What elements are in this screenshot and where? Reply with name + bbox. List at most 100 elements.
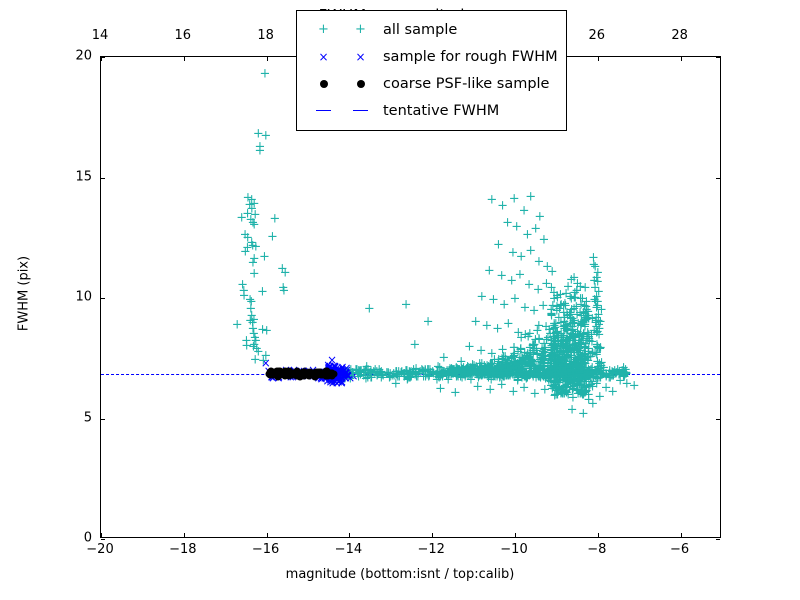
data-point-plus: + [524, 352, 536, 368]
data-point-plus: + [517, 367, 529, 383]
data-point-plus: + [578, 305, 589, 321]
data-point-plus: + [514, 354, 526, 370]
data-point-plus: + [579, 298, 590, 314]
data-point-plus: + [527, 338, 539, 354]
data-point-plus: + [572, 383, 584, 399]
data-point-plus: + [382, 365, 394, 381]
data-point-plus: + [456, 363, 468, 379]
data-point-plus: + [549, 333, 561, 349]
data-point-plus: + [339, 367, 351, 383]
legend-marker-dot-icon [305, 79, 379, 88]
y-tick-label: 5 [83, 410, 92, 425]
data-point-plus: + [518, 366, 530, 382]
data-point-plus: + [487, 369, 499, 385]
data-point-plus: + [476, 364, 488, 380]
data-point-plus: + [479, 360, 491, 376]
data-point-plus: + [555, 336, 567, 352]
data-point-plus: + [572, 343, 584, 359]
data-point-plus: + [496, 365, 508, 381]
data-point-plus: + [593, 317, 605, 333]
data-point-plus: + [557, 360, 569, 376]
data-point-plus: + [547, 346, 558, 362]
data-point-plus: + [537, 365, 549, 381]
data-point-plus: + [246, 192, 258, 208]
data-point-plus: + [614, 366, 626, 382]
data-point-plus: + [480, 363, 492, 379]
data-point-plus: + [592, 359, 604, 375]
data-point-plus: + [471, 365, 483, 381]
data-point-plus: + [575, 317, 587, 333]
data-point-plus: + [536, 355, 548, 371]
data-point-plus: + [340, 364, 352, 380]
data-point-plus: + [485, 367, 497, 383]
data-point-plus: + [565, 368, 577, 384]
data-point-plus: + [525, 352, 537, 368]
data-point-plus: + [456, 362, 467, 378]
data-point-plus: + [452, 368, 464, 384]
y-tick-left [101, 418, 105, 420]
data-point-plus: + [485, 362, 497, 378]
data-point-plus: + [589, 280, 601, 296]
data-point-plus: + [477, 363, 489, 379]
data-point-plus: + [358, 368, 370, 384]
data-point-plus: + [574, 335, 586, 351]
data-point-plus: + [558, 353, 570, 369]
data-point-plus: + [560, 371, 572, 387]
data-point-plus: + [586, 360, 598, 376]
data-point-plus: + [445, 362, 457, 378]
data-point-plus: + [242, 190, 254, 206]
data-point-plus: + [436, 366, 448, 382]
legend-label: sample for rough FWHM [383, 48, 558, 65]
data-point-plus: + [450, 364, 461, 380]
data-point-plus: + [568, 356, 580, 372]
data-point-plus: + [506, 350, 518, 366]
data-point-plus: + [538, 367, 550, 383]
data-point-cross: × [331, 371, 342, 386]
data-point-plus: + [465, 362, 477, 378]
data-point-plus: + [581, 302, 592, 318]
data-point-plus: + [550, 325, 562, 341]
data-point-plus: + [570, 354, 582, 370]
data-point-plus: + [572, 356, 584, 372]
data-point-plus: + [550, 316, 562, 332]
data-point-plus: + [558, 358, 569, 374]
data-point-plus: + [547, 337, 559, 353]
data-point-plus: + [499, 366, 511, 382]
data-point-plus: + [527, 343, 539, 359]
data-point-plus: + [405, 369, 417, 385]
data-point-plus: + [490, 366, 502, 382]
data-point-plus: + [601, 367, 612, 383]
data-point-plus: + [455, 354, 467, 370]
data-point-plus: + [589, 345, 601, 361]
data-point-plus: + [493, 365, 505, 381]
data-point-plus: + [491, 367, 503, 383]
data-point-cross: × [339, 368, 351, 383]
data-point-plus: + [410, 366, 421, 382]
data-point-plus: + [546, 306, 557, 322]
data-point-plus: + [557, 367, 569, 383]
data-point-plus: + [583, 378, 595, 394]
data-point-plus: + [442, 367, 454, 383]
data-point-plus: + [570, 359, 582, 375]
data-point-plus: + [371, 365, 383, 381]
data-point-plus: + [502, 316, 514, 332]
data-point-plus: + [506, 355, 517, 371]
data-point-plus: + [592, 294, 604, 310]
data-point-plus: + [444, 363, 456, 379]
data-point-plus: + [527, 354, 539, 370]
data-point-plus: + [562, 363, 574, 379]
data-point-plus: + [537, 351, 549, 367]
data-point-plus: + [239, 244, 251, 260]
data-point-plus: + [550, 345, 562, 361]
data-point-plus: + [458, 364, 470, 380]
y-tick-right [716, 539, 720, 540]
data-point-plus: + [371, 364, 383, 380]
data-point-plus: + [435, 364, 447, 380]
data-point-plus: + [531, 366, 543, 382]
data-point-plus: + [565, 330, 577, 346]
data-point-plus: + [417, 363, 429, 379]
data-point-plus: + [564, 289, 576, 305]
data-point-plus: + [591, 300, 602, 316]
data-point-plus: + [476, 289, 488, 305]
data-point-plus: + [579, 347, 590, 363]
